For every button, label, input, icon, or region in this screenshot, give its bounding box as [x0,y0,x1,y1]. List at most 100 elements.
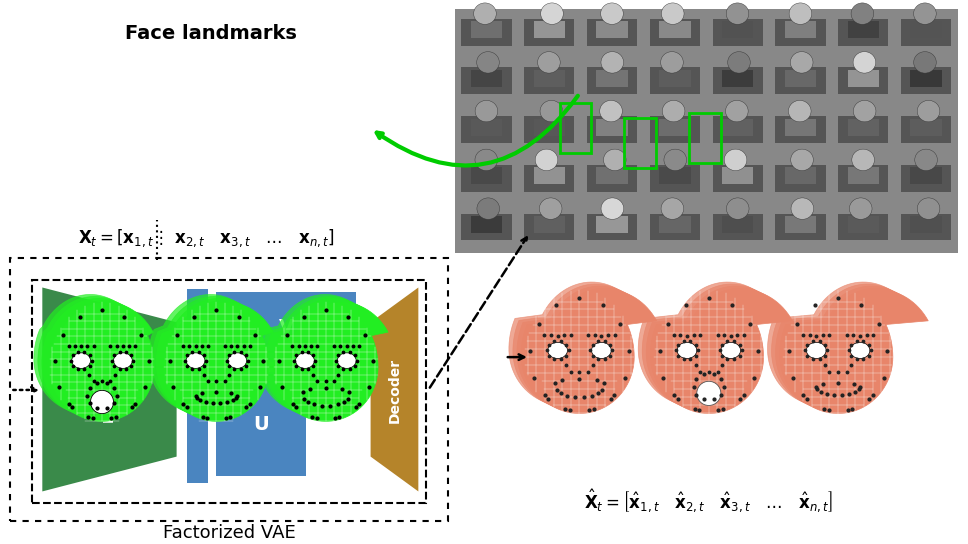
Bar [659,216,690,233]
Bar [901,67,952,94]
Text: $\hat{\mathbf{X}}_t = \left[\hat{\mathbf{x}}_{1,t} \quad \hat{\mathbf{x}}_{2,t} : $\hat{\mathbf{X}}_t = \left[\hat{\mathbf… [585,487,833,515]
Ellipse shape [473,3,497,24]
Ellipse shape [337,353,356,368]
Bar [785,119,816,135]
Bar [650,116,700,143]
Bar [659,70,690,87]
Bar [911,70,942,87]
Bar [659,119,690,135]
Bar [848,70,879,87]
Ellipse shape [850,198,872,219]
Bar [560,103,591,153]
Ellipse shape [477,198,499,219]
Bar [525,116,574,143]
Bar [470,119,502,135]
Ellipse shape [591,342,611,358]
Polygon shape [779,288,924,411]
Bar [838,165,889,191]
Ellipse shape [113,353,133,368]
Bar [11,258,448,521]
Polygon shape [270,300,384,419]
Bar [587,214,637,240]
Polygon shape [371,287,418,491]
Bar [650,214,700,240]
Polygon shape [517,286,649,410]
Bar [901,214,952,240]
Bar [525,214,574,240]
Bar [533,70,565,87]
Bar [587,116,637,143]
Polygon shape [768,282,912,406]
Bar [712,67,763,94]
Polygon shape [257,294,372,413]
Bar [848,216,879,233]
Ellipse shape [539,198,562,219]
Text: z: z [194,383,201,397]
Bar [785,168,816,184]
Polygon shape [654,290,793,413]
Bar [624,119,656,168]
Ellipse shape [72,353,91,368]
Bar [838,67,889,94]
Ellipse shape [918,198,940,219]
Bar [722,119,753,135]
Polygon shape [642,284,780,407]
Polygon shape [265,299,379,417]
Bar [848,21,879,38]
Ellipse shape [475,149,498,171]
Polygon shape [49,302,154,422]
Text: Decoder: Decoder [387,357,402,423]
Ellipse shape [601,198,623,219]
Bar [848,119,879,135]
Bar [533,21,565,38]
Bar [187,289,208,484]
Bar [901,18,952,46]
Ellipse shape [660,52,683,73]
Polygon shape [274,302,388,422]
Bar [785,216,816,233]
Bar [722,70,753,87]
Ellipse shape [852,149,874,171]
Bar [901,165,952,191]
Bar [533,119,565,135]
Bar [462,18,512,46]
Ellipse shape [186,353,205,368]
Bar [596,216,628,233]
Text: Encoder: Encoder [102,358,116,422]
Bar [470,21,502,38]
Bar [650,165,700,191]
Ellipse shape [475,101,498,122]
Bar [525,18,574,46]
Bar [462,165,512,191]
Bar [587,67,637,94]
Ellipse shape [677,342,697,358]
Polygon shape [43,287,176,491]
Bar [525,67,574,94]
Polygon shape [148,294,257,413]
Text: $\mathbf{X}_t = \left[\mathbf{x}_{1,t} \vdots\ \mathbf{x}_{2,t} \quad \mathbf{x}: $\mathbf{X}_t = \left[\mathbf{x}_{1,t} \… [78,227,335,249]
Polygon shape [771,284,916,407]
Bar [838,116,889,143]
Bar [587,165,637,191]
Bar [596,119,628,135]
Bar [217,372,306,477]
Ellipse shape [853,52,876,73]
Bar [470,168,502,184]
Ellipse shape [91,391,113,413]
Bar [470,70,502,87]
Bar [533,216,565,233]
Text: Factorized VAE: Factorized VAE [163,524,295,542]
Bar [775,18,826,46]
Ellipse shape [850,342,870,358]
Polygon shape [650,288,788,411]
Polygon shape [775,286,920,410]
Bar [659,168,690,184]
Ellipse shape [661,198,683,219]
Ellipse shape [537,52,560,73]
Ellipse shape [295,353,315,368]
Ellipse shape [914,52,936,73]
Bar [901,116,952,143]
Bar [217,293,355,362]
Ellipse shape [851,3,874,24]
Ellipse shape [721,342,741,358]
